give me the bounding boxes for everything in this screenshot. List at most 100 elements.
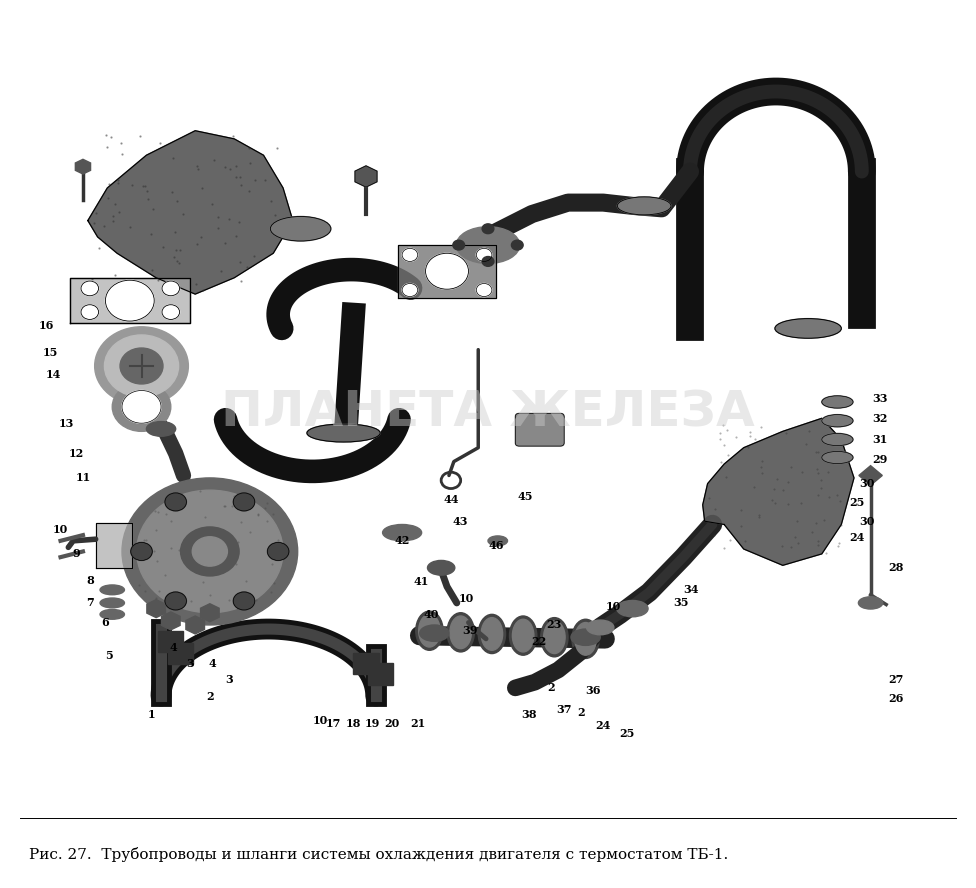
- Text: 34: 34: [683, 584, 699, 595]
- Text: 29: 29: [873, 454, 888, 464]
- Text: 45: 45: [517, 491, 533, 503]
- Text: 35: 35: [673, 598, 689, 608]
- Text: 43: 43: [453, 516, 468, 527]
- Text: 22: 22: [531, 636, 547, 646]
- Text: 30: 30: [859, 478, 874, 489]
- Text: 38: 38: [521, 710, 537, 720]
- Text: ПЛАНЕТА ЖЕЛЕЗА: ПЛАНЕТА ЖЕЛЕЗА: [222, 389, 754, 437]
- Circle shape: [122, 478, 298, 625]
- Ellipse shape: [481, 618, 503, 650]
- Ellipse shape: [306, 424, 381, 442]
- Text: 44: 44: [443, 495, 459, 505]
- Circle shape: [426, 253, 468, 289]
- Ellipse shape: [146, 422, 176, 436]
- Ellipse shape: [450, 616, 471, 648]
- Text: 13: 13: [59, 417, 74, 429]
- Text: 4: 4: [170, 641, 178, 653]
- Ellipse shape: [447, 613, 474, 652]
- Circle shape: [402, 283, 418, 297]
- Ellipse shape: [383, 525, 422, 541]
- Ellipse shape: [270, 217, 331, 241]
- Ellipse shape: [575, 622, 596, 655]
- Text: 25: 25: [849, 497, 865, 508]
- Circle shape: [120, 348, 163, 384]
- Text: Рис. 27.  Трубопроводы и шланги системы охлаждения двигателя с термостатом ТБ-1.: Рис. 27. Трубопроводы и шланги системы о…: [29, 847, 728, 862]
- Ellipse shape: [488, 536, 508, 546]
- Ellipse shape: [416, 611, 443, 650]
- Circle shape: [131, 543, 152, 560]
- Polygon shape: [96, 523, 132, 567]
- Text: 2: 2: [577, 707, 585, 718]
- Text: 42: 42: [394, 535, 410, 546]
- Text: 10: 10: [312, 715, 328, 726]
- Text: 16: 16: [39, 320, 55, 330]
- Text: 5: 5: [105, 650, 113, 661]
- Text: 10: 10: [53, 524, 68, 535]
- Circle shape: [137, 490, 283, 613]
- Text: 15: 15: [43, 347, 59, 359]
- Bar: [353, 653, 379, 674]
- Ellipse shape: [822, 433, 853, 446]
- Text: 7: 7: [86, 598, 94, 608]
- Circle shape: [81, 281, 99, 296]
- Ellipse shape: [509, 616, 537, 655]
- Ellipse shape: [617, 600, 648, 617]
- Ellipse shape: [587, 620, 614, 635]
- Circle shape: [233, 592, 255, 610]
- Text: 27: 27: [888, 674, 904, 686]
- Text: 18: 18: [346, 718, 361, 728]
- Text: 11: 11: [75, 472, 91, 483]
- Ellipse shape: [101, 609, 125, 619]
- Bar: [158, 630, 183, 652]
- Ellipse shape: [541, 618, 568, 657]
- Ellipse shape: [571, 629, 600, 646]
- Text: 37: 37: [556, 703, 572, 715]
- Polygon shape: [703, 418, 854, 566]
- Text: 10: 10: [605, 600, 621, 612]
- Ellipse shape: [822, 396, 853, 408]
- Text: 28: 28: [888, 562, 904, 574]
- Circle shape: [81, 305, 99, 320]
- Circle shape: [112, 383, 171, 432]
- Text: 32: 32: [873, 413, 888, 424]
- Circle shape: [181, 527, 239, 576]
- Ellipse shape: [478, 614, 506, 654]
- Text: 9: 9: [72, 549, 80, 559]
- Text: 20: 20: [385, 718, 400, 728]
- Circle shape: [122, 391, 161, 424]
- Polygon shape: [398, 245, 496, 298]
- Text: 30: 30: [859, 516, 874, 527]
- Ellipse shape: [859, 597, 883, 609]
- Circle shape: [476, 249, 492, 261]
- Circle shape: [476, 283, 492, 297]
- Circle shape: [233, 493, 255, 511]
- Text: 21: 21: [410, 718, 426, 728]
- Circle shape: [162, 281, 180, 296]
- Text: 25: 25: [619, 728, 634, 739]
- Text: 31: 31: [873, 434, 888, 445]
- Ellipse shape: [618, 197, 671, 215]
- Text: 2: 2: [206, 691, 214, 702]
- Text: 8: 8: [86, 575, 94, 585]
- Circle shape: [402, 249, 418, 261]
- Circle shape: [165, 493, 186, 511]
- Text: 40: 40: [424, 609, 439, 620]
- Ellipse shape: [427, 560, 455, 575]
- Circle shape: [105, 281, 154, 321]
- FancyBboxPatch shape: [515, 414, 564, 446]
- Circle shape: [192, 536, 227, 567]
- Circle shape: [453, 240, 465, 250]
- Ellipse shape: [775, 319, 841, 338]
- Circle shape: [267, 543, 289, 560]
- Text: 17: 17: [326, 718, 342, 728]
- Text: 3: 3: [186, 658, 194, 669]
- Ellipse shape: [544, 621, 565, 654]
- Text: 19: 19: [365, 718, 381, 728]
- Circle shape: [162, 305, 180, 320]
- Text: 41: 41: [414, 576, 429, 587]
- Text: 26: 26: [888, 693, 904, 704]
- Ellipse shape: [419, 614, 440, 647]
- Ellipse shape: [572, 619, 599, 659]
- Ellipse shape: [420, 625, 449, 641]
- Circle shape: [104, 335, 179, 397]
